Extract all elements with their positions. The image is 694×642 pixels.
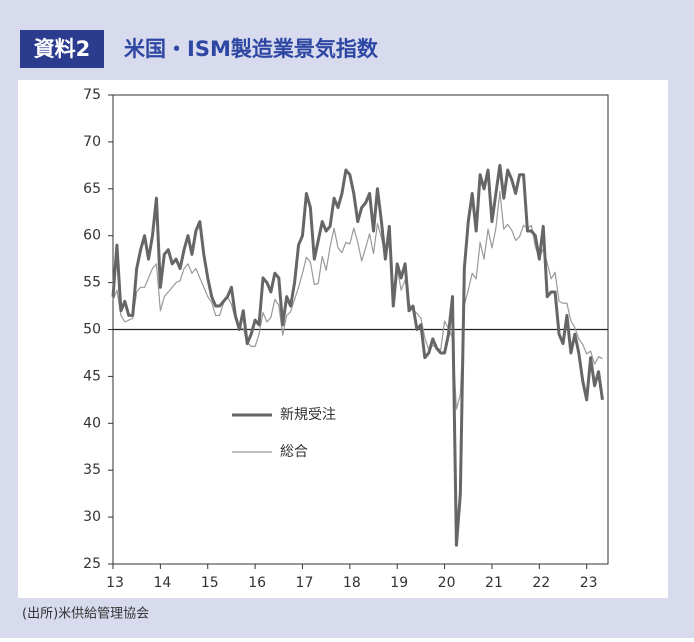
x-tick-label: 13 bbox=[106, 575, 124, 591]
x-tick-label: 20 bbox=[438, 575, 456, 591]
series-line bbox=[111, 163, 604, 547]
y-tick-label: 55 bbox=[83, 275, 101, 291]
title: 米国・ISM製造業景気指数 bbox=[124, 37, 379, 61]
y-tick-label: 65 bbox=[83, 181, 101, 197]
source: (出所)米供給管理協会 bbox=[22, 607, 149, 622]
legend-label: 総合 bbox=[280, 444, 308, 460]
x-tick-label: 17 bbox=[296, 575, 314, 591]
x-tick-label: 23 bbox=[580, 575, 598, 591]
series-line bbox=[112, 191, 603, 410]
x-tick-label: 22 bbox=[532, 575, 550, 591]
x-tick-label: 21 bbox=[485, 575, 503, 591]
y-tick-label: 45 bbox=[83, 368, 101, 384]
y-tick-label: 60 bbox=[83, 228, 101, 244]
y-tick-label: 35 bbox=[83, 462, 101, 478]
x-tick-label: 15 bbox=[201, 575, 219, 591]
x-tick-label: 19 bbox=[390, 575, 408, 591]
y-tick-label: 40 bbox=[83, 415, 101, 431]
y-tick-label: 75 bbox=[83, 87, 101, 103]
y-tick-label: 25 bbox=[83, 556, 101, 572]
y-tick-label: 70 bbox=[83, 134, 101, 150]
x-tick-label: 16 bbox=[248, 575, 266, 591]
y-tick-label: 50 bbox=[83, 322, 101, 338]
y-tick-label: 30 bbox=[83, 509, 101, 525]
legend-label: 新規受注 bbox=[280, 407, 336, 423]
x-tick-label: 18 bbox=[343, 575, 361, 591]
label-box bbox=[20, 30, 104, 68]
label: 資料2 bbox=[34, 37, 91, 61]
x-tick-label: 14 bbox=[153, 575, 171, 591]
